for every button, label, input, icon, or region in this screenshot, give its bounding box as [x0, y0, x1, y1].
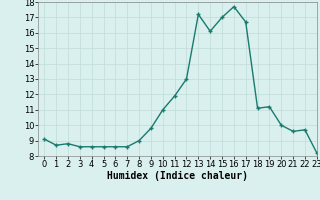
X-axis label: Humidex (Indice chaleur): Humidex (Indice chaleur): [107, 171, 248, 181]
